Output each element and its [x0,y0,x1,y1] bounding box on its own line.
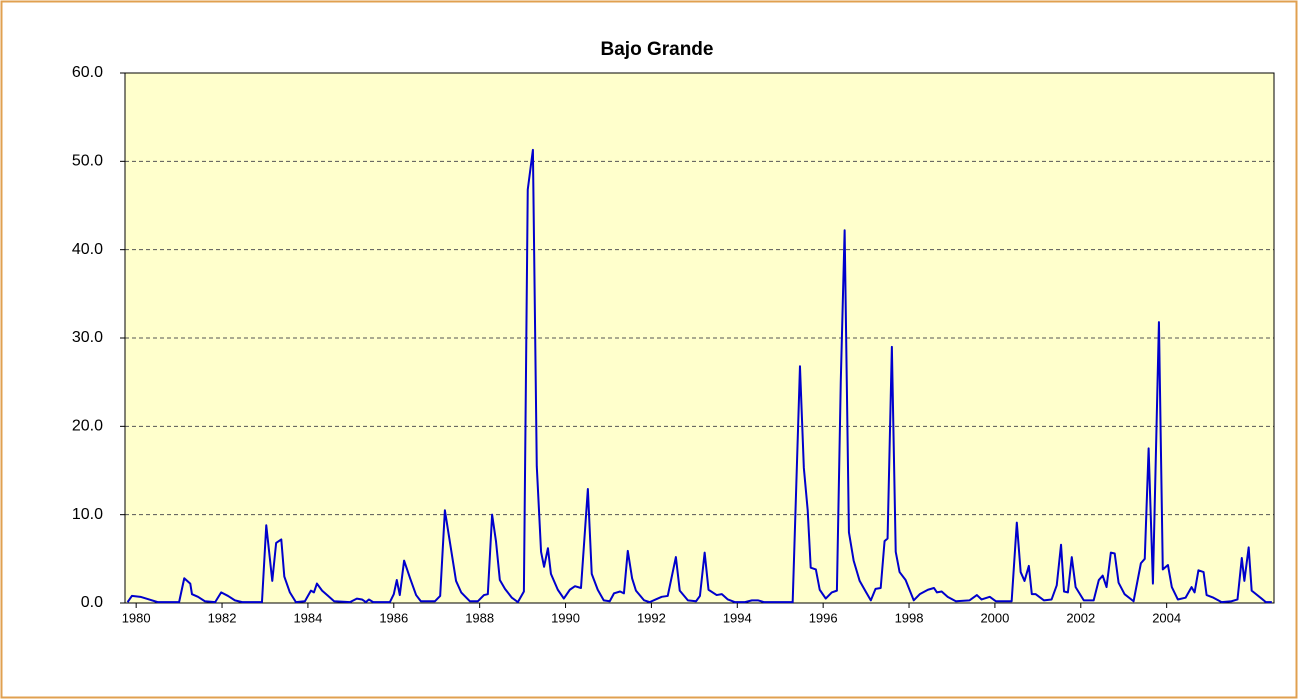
y-tick-label: 10.0 [72,506,103,523]
x-tick-label: 1998 [895,610,924,625]
chart-title: Bajo Grande [601,39,714,60]
plot-border [124,72,1275,604]
x-tick-label: 1984 [293,610,322,625]
data-line [126,148,1272,604]
x-tick-label: 1980 [122,610,151,625]
y-tick-label: 50.0 [72,153,103,170]
y-tick-label: 40.0 [72,241,103,258]
y-tick-label: 0.0 [81,594,103,611]
x-tick-label: 1996 [809,610,838,625]
x-tick-label: 1988 [465,610,494,625]
y-tick-label: 30.0 [72,329,103,346]
y-tick-label: 20.0 [72,418,103,435]
x-tick-label: 1994 [723,610,752,625]
x-tick-label: 1982 [208,610,237,625]
y-tick-label: 60.0 [72,64,103,81]
x-tick-label: 1986 [379,610,408,625]
x-tick-label: 2002 [1066,610,1095,625]
x-tick-label: 2004 [1152,610,1181,625]
x-tick-label: 2000 [980,610,1009,625]
x-tick-label: 1992 [637,610,666,625]
x-tick-label: 1990 [551,610,580,625]
